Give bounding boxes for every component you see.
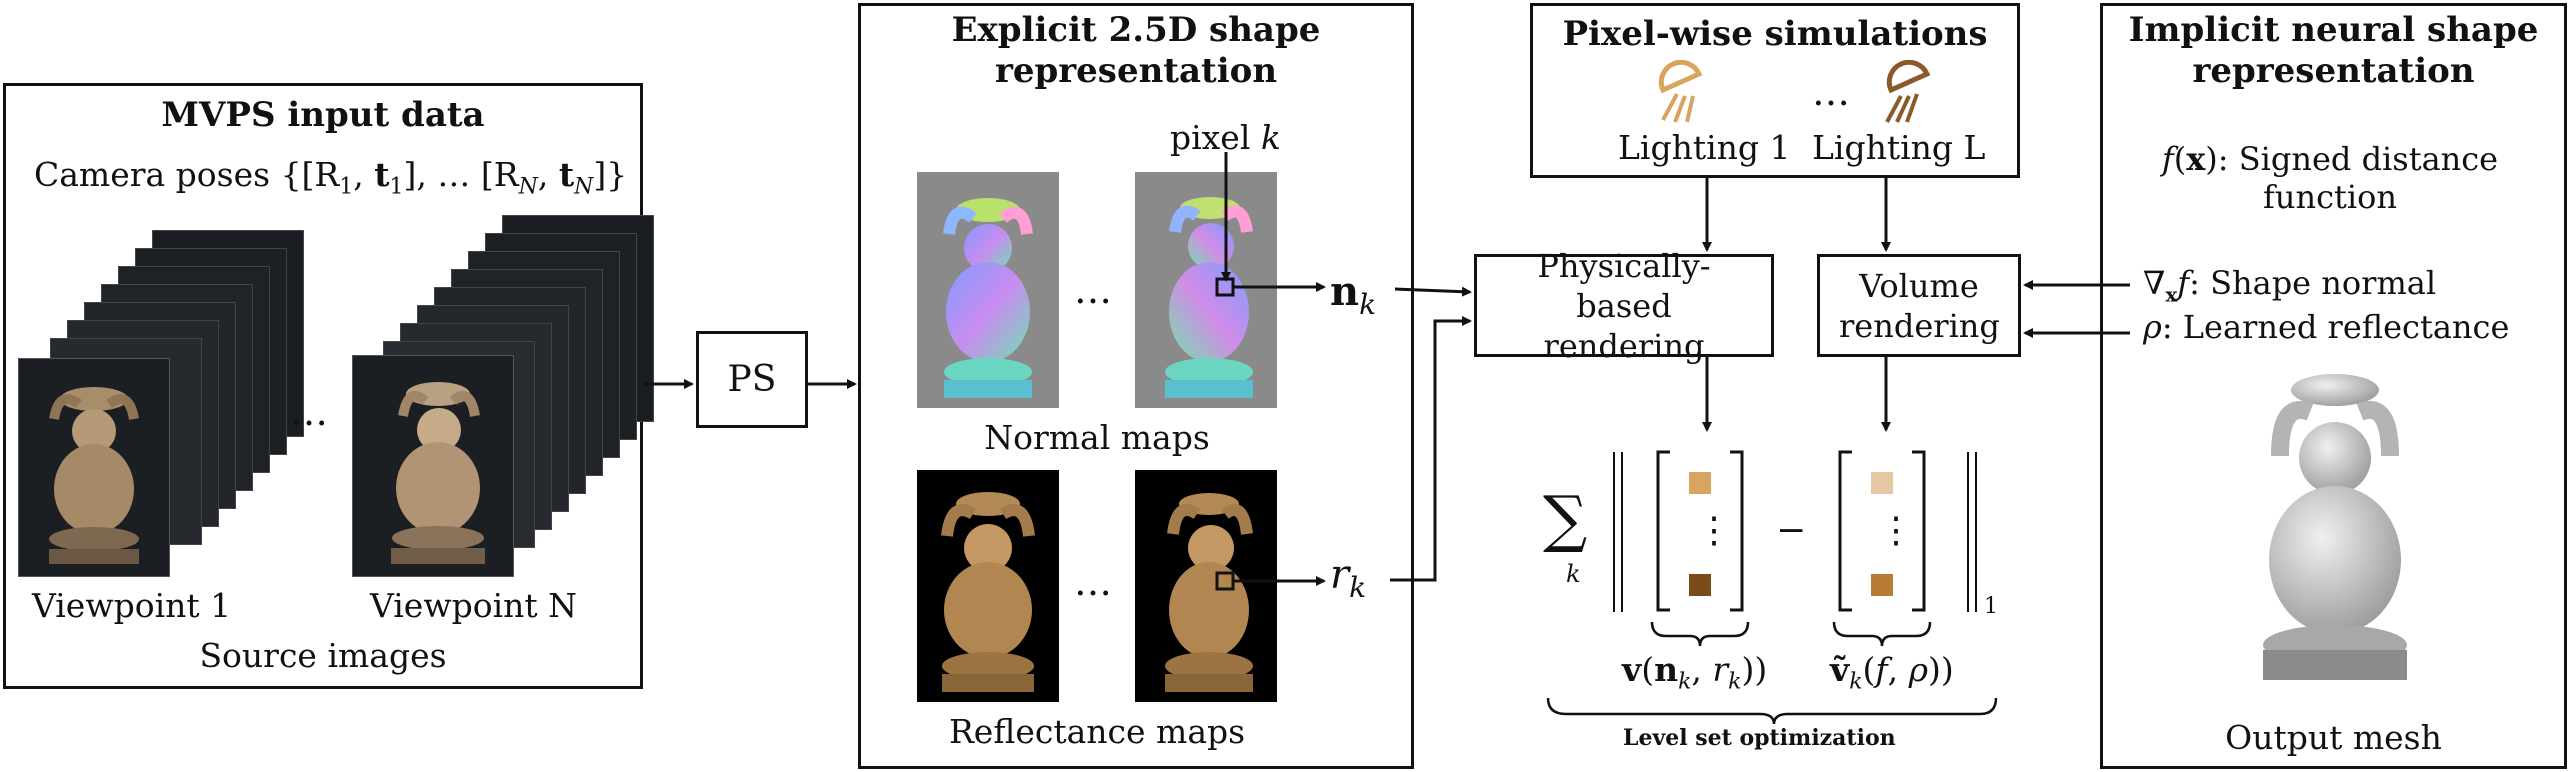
- lighting-1-label: Lighting 1: [1618, 128, 1791, 167]
- reflectance-ellipsis: …: [1074, 560, 1112, 604]
- buddha-normal-map: [1165, 197, 1253, 398]
- swatch-right-bottom: [1871, 574, 1893, 596]
- buddha-reflectance-map: [1165, 493, 1253, 692]
- normal-map-1: [917, 172, 1059, 408]
- vector-bracket-right-close: [1912, 450, 1926, 612]
- normal-maps-caption: Normal maps: [984, 418, 1210, 457]
- spotlight-light-icon: [1655, 59, 1715, 126]
- implicit-title: Implicit neural shape representation: [2128, 10, 2539, 91]
- swatch-left-top: [1689, 472, 1711, 494]
- v-tilde-label: ṽk(f, ρ)): [1830, 650, 1954, 695]
- ps-box: PS: [696, 331, 808, 428]
- vector-bracket-right-open: [1838, 450, 1852, 612]
- underbrace-vtilde: [1832, 621, 1932, 647]
- reflectance-map-k: [1135, 470, 1277, 702]
- buddha-statue-bronze: [49, 387, 139, 564]
- mvps-caption: Source images: [199, 636, 447, 675]
- n-k-label: nk: [1330, 268, 1377, 321]
- pixel-sim-panel: [1530, 3, 2020, 178]
- ps-label: PS: [727, 359, 777, 400]
- source-image-viewpointN: [352, 355, 514, 577]
- explicit-title: Explicit 2.5D shape representation: [951, 10, 1321, 91]
- pixel-k-label: pixel k: [1170, 118, 1281, 157]
- pixel-sim-title: Pixel-wise simulations: [1562, 14, 1988, 54]
- equation-minus: −: [1776, 510, 1807, 551]
- level-set-caption: Level set optimization: [1623, 725, 1896, 751]
- sdf-line: f(x): Signed distance function: [2161, 140, 2499, 217]
- norm-subscript: 1: [1984, 594, 1998, 619]
- swatch-right-top: [1871, 472, 1893, 494]
- viewpoint1-image-stack: [18, 230, 304, 577]
- sim-ellipsis: …: [1812, 70, 1850, 114]
- pixel-k-marker-normal: [1215, 277, 1235, 297]
- shape-normal-line: ∇xf: Shape normal: [2143, 264, 2437, 307]
- reflectance-map-1: [917, 470, 1059, 702]
- learned-reflectance-line: ρ: Learned reflectance: [2143, 308, 2510, 346]
- camera-poses-label: Camera poses {[R1, t1], … [RN, tN]}: [34, 155, 628, 200]
- sum-symbol: ∑: [1543, 482, 1588, 555]
- output-mesh-caption: Output mesh: [2225, 718, 2442, 757]
- sum-index: k: [1566, 560, 1581, 588]
- volume-rendering-label: Volume rendering: [1839, 266, 2000, 345]
- underbrace-level-set: [1546, 697, 1998, 725]
- arrow-nk-to-physical: [1394, 286, 1472, 297]
- volume-rendering-box: Volume rendering: [1817, 254, 2021, 357]
- reflectance-maps-caption: Reflectance maps: [948, 712, 1246, 751]
- source-image-viewpoint1: [18, 358, 170, 577]
- vector-bracket-left-close: [1730, 450, 1744, 612]
- vdots-right: ⋮: [1878, 510, 1914, 551]
- vector-bracket-left-open: [1656, 450, 1670, 612]
- buddha-normal-map: [943, 198, 1033, 398]
- mvps-ellipsis: …: [290, 390, 328, 434]
- normal-map-k: [1135, 172, 1277, 408]
- underbrace-v: [1650, 621, 1750, 647]
- buddha-reflectance-map: [941, 492, 1035, 692]
- physical-rendering-label: Physically-based rendering: [1537, 246, 1711, 365]
- spotlight-dark-icon: [1875, 59, 1935, 126]
- arrow-rk-to-physical: [1390, 316, 1472, 582]
- mvps-title: MVPS input data: [161, 95, 485, 135]
- pixel-k-marker-reflectance: [1215, 571, 1235, 591]
- physical-rendering-box: Physically-based rendering: [1474, 247, 1774, 365]
- buddha-statue-bronze: [391, 382, 485, 564]
- buddha-gray-mesh: [2263, 374, 2407, 680]
- normal-ellipsis: …: [1074, 268, 1112, 312]
- output-mesh: [2240, 360, 2430, 700]
- swatch-left-bottom: [1689, 574, 1711, 596]
- r-k-label: rk: [1330, 552, 1367, 604]
- viewpointN-label: Viewpoint N: [370, 586, 578, 625]
- v-rendered-label: v(nk, rk)): [1622, 650, 1768, 695]
- viewpointN-image-stack: [352, 215, 654, 577]
- lighting-L-label: Lighting L: [1812, 128, 1986, 167]
- viewpoint1-label: Viewpoint 1: [32, 586, 232, 625]
- vdots-left: ⋮: [1696, 510, 1732, 551]
